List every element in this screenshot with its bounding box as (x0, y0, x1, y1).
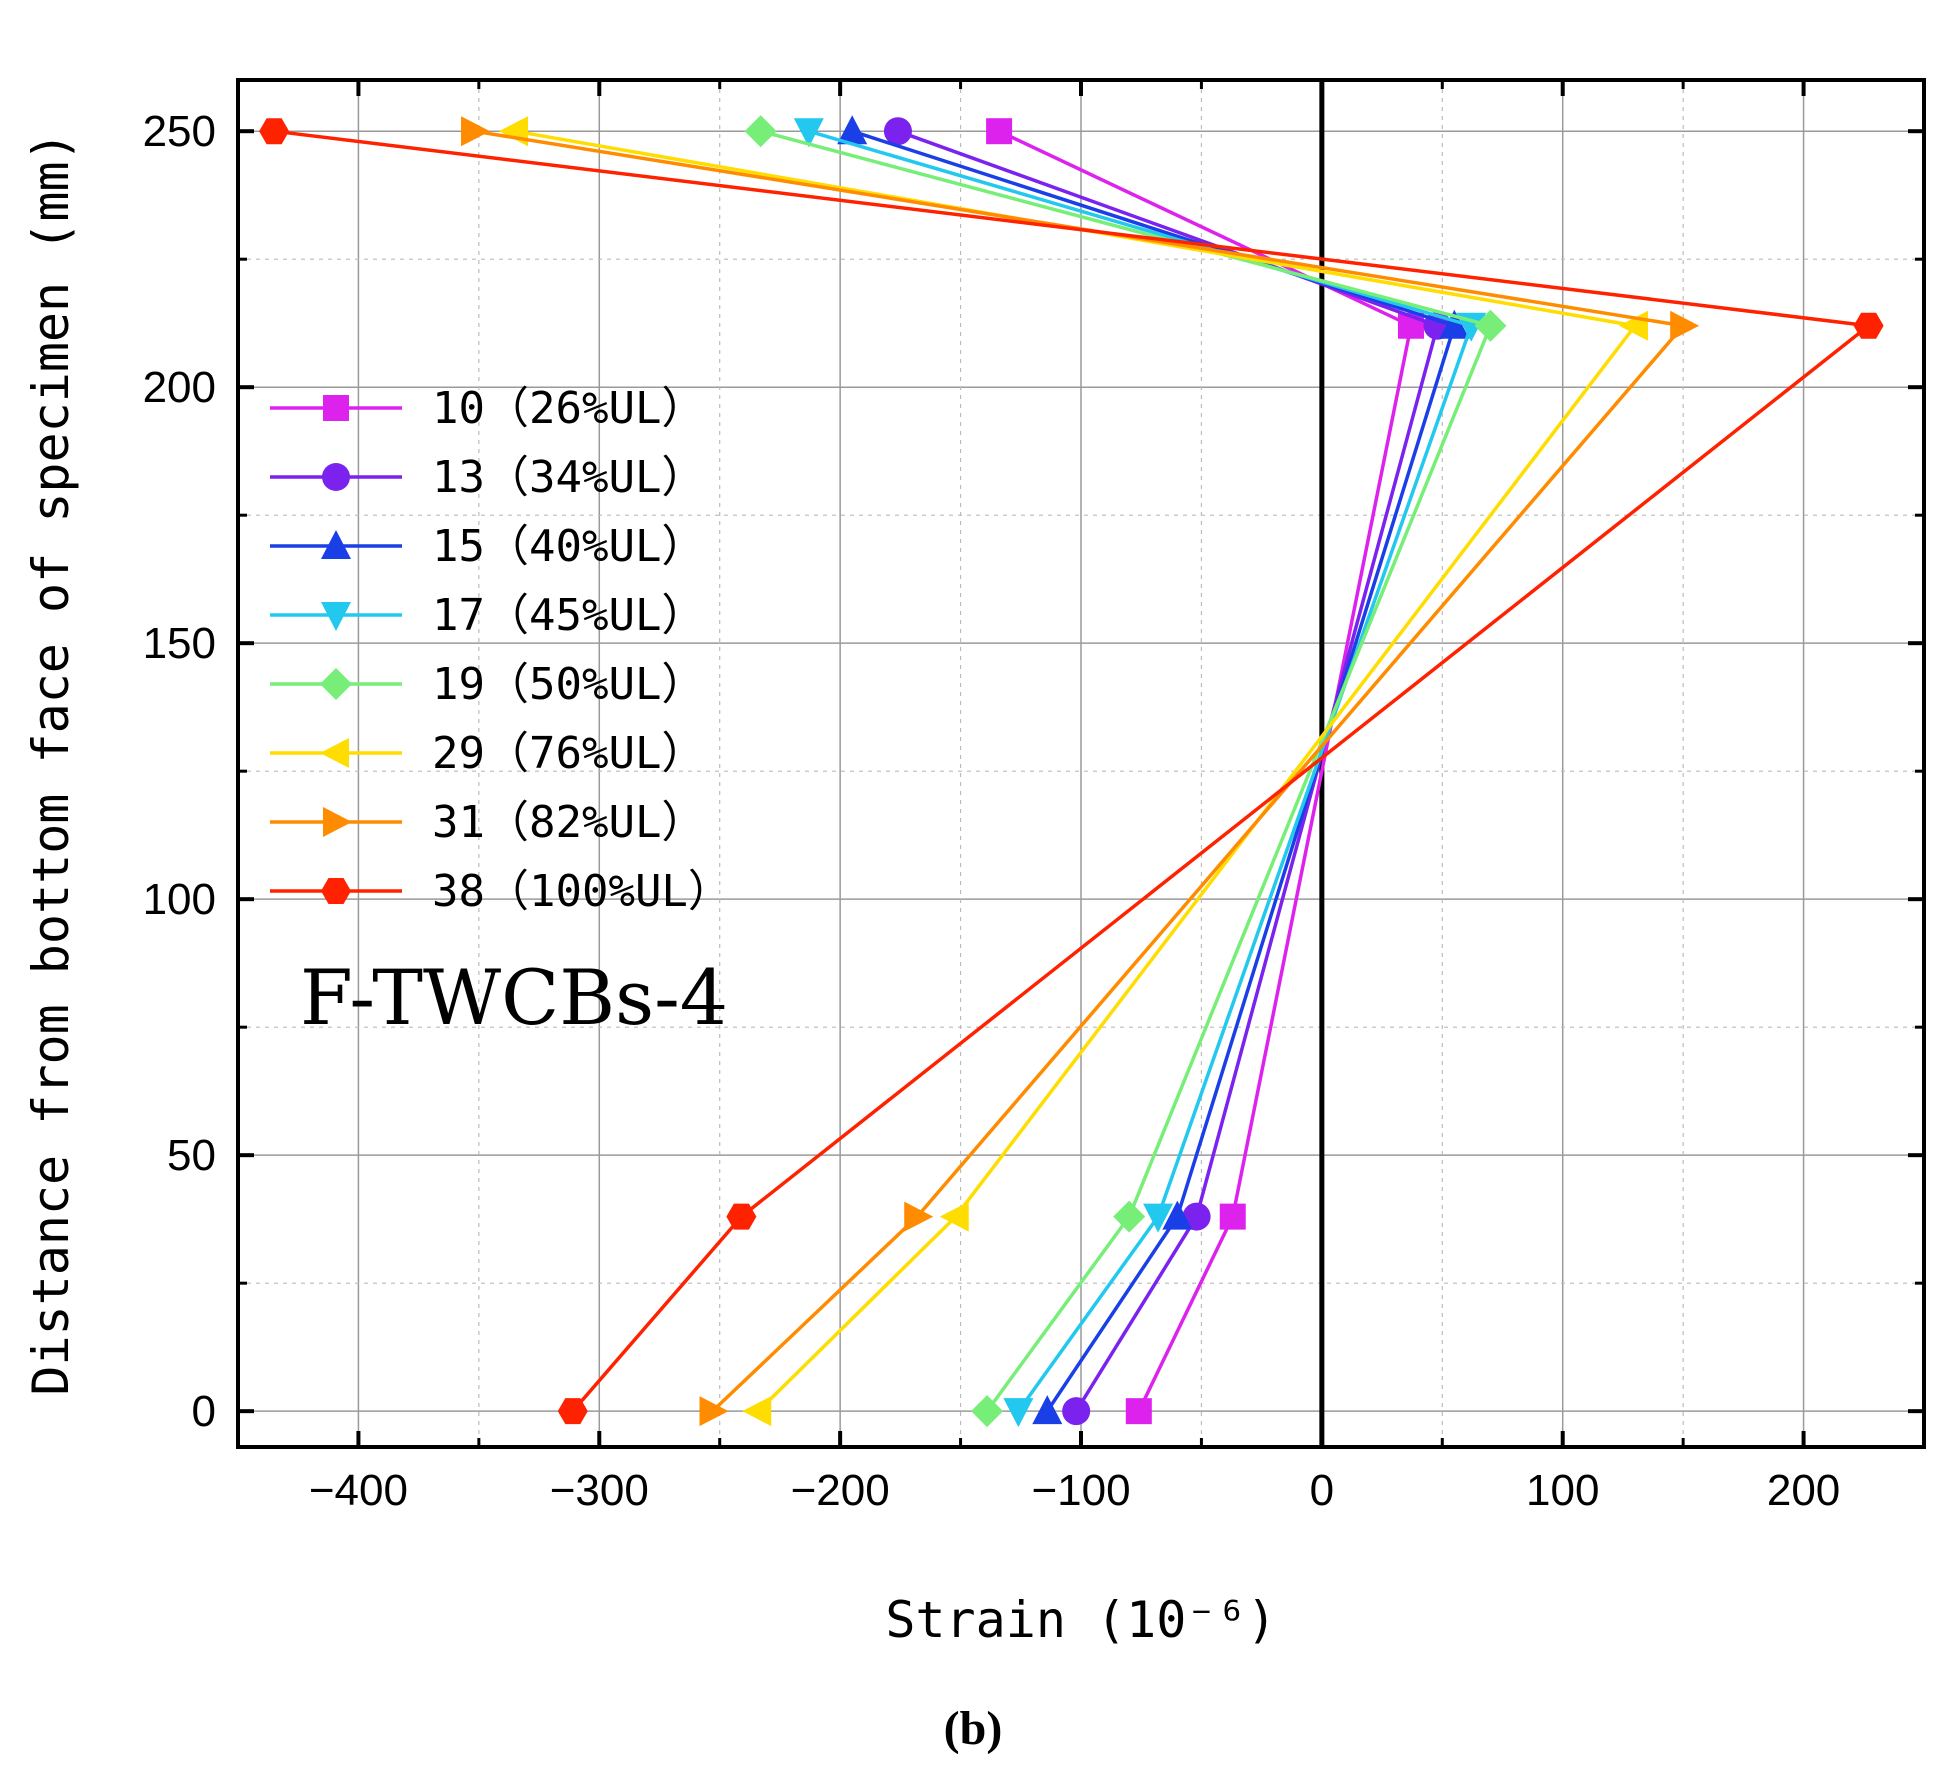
legend-label: 38（100%UL） (432, 866, 732, 917)
data-point (1439, 309, 1470, 339)
series-8 (259, 118, 1884, 1425)
x-axis-title: Strain (10⁻⁶) (885, 1591, 1276, 1649)
legend-label: 17（45%UL） (432, 590, 705, 641)
legend-marker (322, 463, 350, 491)
x-tick-label: −400 (309, 1466, 408, 1515)
data-point (904, 1201, 934, 1232)
data-point (1003, 1398, 1034, 1428)
data-point (971, 1395, 1004, 1428)
x-tick-label: −100 (1031, 1466, 1130, 1515)
data-point (986, 118, 1013, 145)
y-tick-label: 200 (143, 363, 216, 412)
x-tick-label: −300 (550, 1466, 649, 1515)
figure-caption: (b) (944, 1702, 1003, 1755)
data-point (883, 117, 912, 146)
data-point (1162, 1200, 1193, 1230)
legend-label: 10（26%UL） (432, 383, 705, 434)
series-line (760, 129, 1493, 1413)
x-tick-label: 100 (1526, 1466, 1599, 1515)
legend-marker (321, 530, 351, 559)
legend-item-7: 31（82%UL） (270, 797, 705, 848)
data-point (1032, 1395, 1063, 1425)
legend-item-8: 38（100%UL） (270, 866, 732, 917)
legend-label: 31（82%UL） (432, 797, 705, 848)
data-point (1474, 309, 1507, 342)
legend-item-4: 17（45%UL） (270, 590, 705, 641)
data-point (1182, 1202, 1211, 1231)
x-tick-label: −200 (791, 1466, 890, 1515)
legend-item-2: 13（34%UL） (270, 452, 705, 503)
axis-ticks: −400 −300 −200 −100 0 100 200 0 50 100 150 200 250 (143, 80, 1924, 1515)
data-point (699, 1396, 729, 1427)
x-tick-label: 0 (1310, 1466, 1334, 1515)
data-point (1062, 1397, 1091, 1426)
data-point (259, 118, 290, 145)
series-4 (793, 118, 1487, 1428)
data-point (742, 1396, 772, 1427)
legend-marker (323, 807, 352, 837)
data-point (498, 116, 528, 147)
data-point (557, 1398, 588, 1425)
legend-marker (321, 878, 351, 904)
y-tick-label: 250 (143, 107, 216, 156)
specimen-annotation: F-TWCBs-4 (300, 953, 728, 1042)
y-axis-title: Distance from bottom face of specimen (m… (22, 131, 80, 1395)
data-point (939, 1201, 969, 1232)
data-point (461, 116, 491, 147)
legend-label: 13（34%UL） (432, 452, 705, 503)
legend-item-3: 15（40%UL） (270, 521, 705, 572)
legend-marker (320, 668, 352, 700)
y-tick-label: 0 (192, 1387, 216, 1436)
series-line (808, 129, 1473, 1413)
data-point (793, 118, 824, 148)
data-point (1113, 1200, 1146, 1233)
legend: 10（26%UL） 13（34%UL） 15（40%UL） 17（45%UL） 19（5… (270, 383, 732, 917)
legend-item-1: 10（26%UL） (270, 383, 705, 434)
data-point (1125, 1398, 1152, 1425)
series-line (273, 129, 1871, 1413)
series-line (998, 129, 1413, 1412)
legend-item-5: 19（50%UL） (270, 659, 705, 710)
legend-marker (321, 602, 351, 631)
legend-label: 15（40%UL） (432, 521, 705, 572)
legend-item-6: 29（76%UL） (270, 728, 705, 779)
x-tick-label: 200 (1767, 1466, 1840, 1515)
y-tick-label: 100 (143, 875, 216, 924)
data-point (1219, 1203, 1246, 1230)
data-point (1143, 1203, 1174, 1233)
y-tick-label: 150 (143, 619, 216, 668)
data-point (1853, 312, 1884, 339)
data-point (726, 1203, 757, 1230)
series-1 (986, 118, 1424, 1425)
legend-label: 19（50%UL） (432, 659, 705, 710)
data-point (1670, 310, 1700, 341)
series-layer (259, 115, 1884, 1428)
series-3 (837, 115, 1470, 1425)
data-point (837, 115, 868, 145)
y-tick-label: 50 (167, 1131, 216, 1180)
series-5 (744, 115, 1507, 1428)
legend-marker (323, 395, 349, 421)
data-point (744, 115, 777, 148)
legend-label: 29（76%UL） (432, 728, 705, 779)
legend-marker (320, 738, 349, 768)
